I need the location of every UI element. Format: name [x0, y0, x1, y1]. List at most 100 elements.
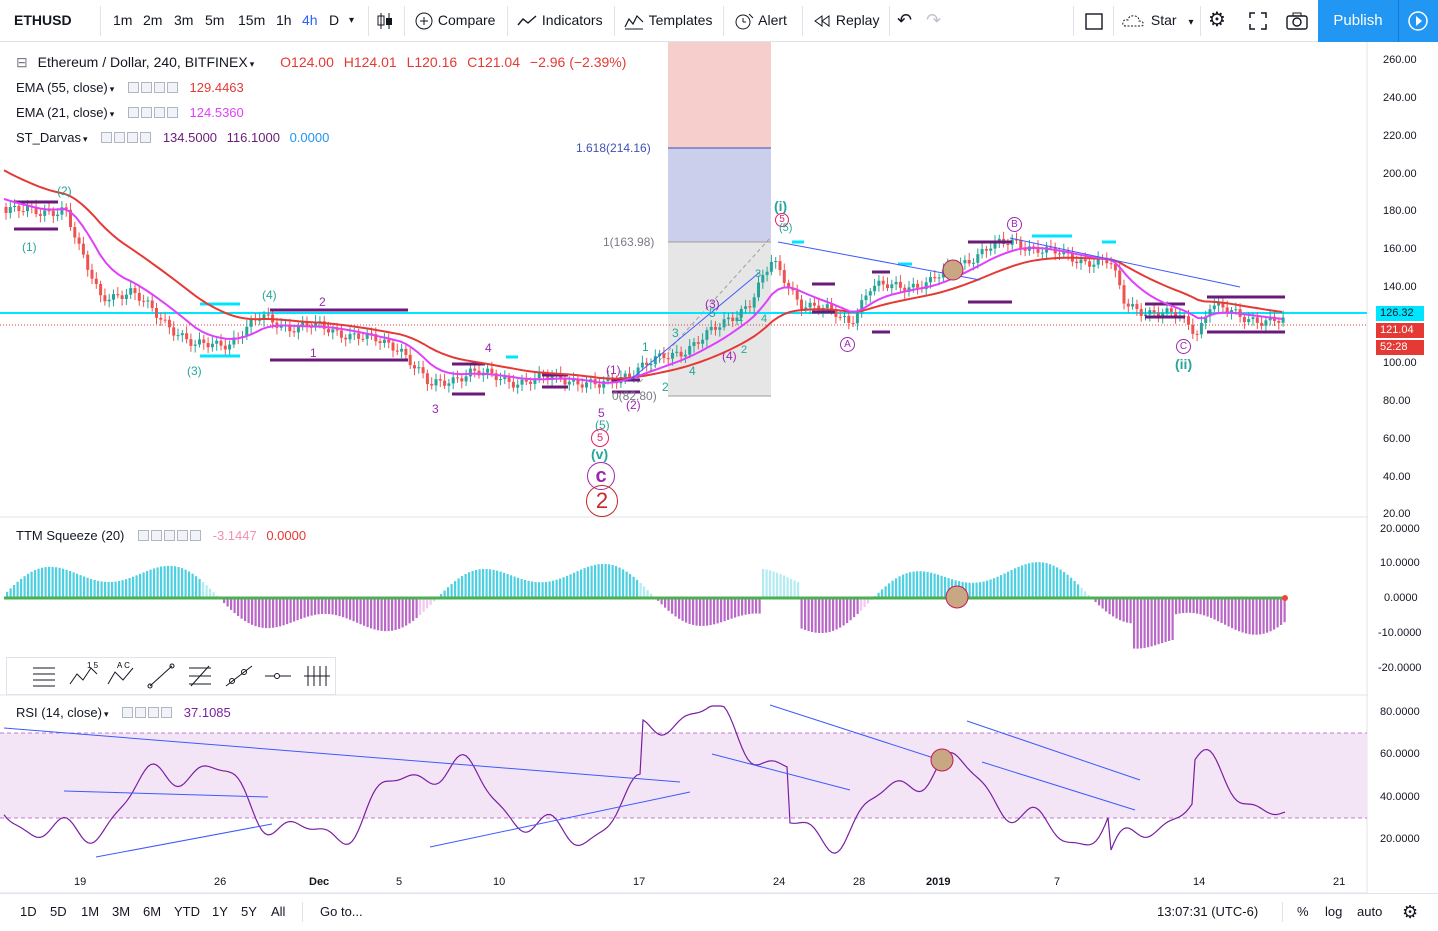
elliott-correction-tool[interactable]: A C [103, 658, 141, 694]
highlight-marker[interactable] [942, 259, 964, 281]
plus-icon[interactable] [148, 707, 160, 718]
settings-button[interactable]: ⚙ [1208, 0, 1226, 41]
legend-controls[interactable] [127, 105, 180, 120]
log-toggle[interactable]: log [1325, 904, 1343, 919]
wave-label[interactable]: 1 [310, 346, 317, 360]
series-title[interactable]: Ethereum / Dollar, 240, BITFINEX [37, 54, 248, 70]
wave-label-circled[interactable]: C [1176, 339, 1191, 354]
chevron-down-icon[interactable]: ▾ [109, 84, 115, 94]
rsi-trend-line[interactable] [769, 704, 941, 761]
chevron-down-icon[interactable]: ▾ [83, 134, 88, 144]
clock-display[interactable]: 13:07:31 (UTC-6) [1157, 904, 1259, 919]
gear-icon[interactable] [114, 132, 126, 143]
gear-icon[interactable] [135, 707, 147, 718]
alert-button[interactable]: Alert [733, 0, 787, 41]
vertical-lines-tool[interactable] [298, 658, 336, 694]
plus-icon[interactable] [177, 530, 188, 541]
interval-5m[interactable]: 5m [205, 12, 225, 28]
trend-line-tool[interactable] [142, 658, 180, 694]
rsi-trend-line[interactable] [3, 727, 681, 783]
darvas-label[interactable]: ST_Darvas [16, 130, 82, 145]
wave-label[interactable]: 4 [689, 364, 696, 378]
trend-line[interactable] [1009, 237, 1241, 288]
star-button[interactable]: Star ▾ [1121, 0, 1194, 41]
wave-label[interactable]: 2 [319, 295, 326, 309]
wave-label[interactable]: 5 [709, 306, 716, 320]
wave-label[interactable]: (5) [779, 222, 793, 234]
auto-toggle[interactable]: auto [1357, 904, 1383, 919]
eye-icon[interactable] [127, 82, 139, 93]
range-5y[interactable]: 5Y [241, 904, 257, 919]
ray-tool[interactable] [220, 658, 258, 694]
ema21-line[interactable] [3, 198, 1283, 384]
close-icon[interactable] [166, 82, 178, 93]
wave-label-circled[interactable]: 2 [586, 485, 618, 517]
rsi-trend-line[interactable] [95, 823, 273, 858]
fib-retrace-zone[interactable] [668, 242, 771, 396]
legend-controls[interactable] [122, 705, 174, 720]
fullscreen-button[interactable] [1248, 0, 1268, 41]
wave-label[interactable]: 4 [761, 313, 768, 325]
interval-15m[interactable]: 15m [238, 12, 266, 28]
chart-canvas[interactable] [0, 42, 1438, 893]
interval-d[interactable]: D [329, 12, 340, 28]
highlight-marker[interactable] [945, 585, 969, 609]
chart-style-button[interactable] [376, 0, 394, 41]
wave-label[interactable]: 4 [485, 341, 492, 355]
wave-label[interactable]: 5 [598, 406, 605, 420]
ttm-label[interactable]: TTM Squeeze (20) [16, 528, 125, 543]
rsi-label[interactable]: RSI (14, close) [16, 705, 102, 720]
interval-4h[interactable]: 4h [302, 12, 318, 28]
trend-line[interactable] [629, 271, 761, 381]
range-all[interactable]: All [271, 904, 286, 919]
gear-icon[interactable] [140, 107, 152, 118]
ema55-label[interactable]: EMA (55, close) [16, 80, 108, 95]
wave-label[interactable]: 1 [642, 340, 649, 354]
wave-label-circled[interactable]: 5 [591, 429, 609, 447]
publish-button[interactable]: Publish [1318, 0, 1398, 42]
wave-label[interactable]: 3 [672, 326, 679, 340]
main-pane[interactable] [0, 42, 1367, 397]
eye-icon[interactable] [122, 707, 134, 718]
plus-icon[interactable] [153, 82, 165, 93]
price-axis[interactable] [1368, 42, 1438, 893]
wave-label[interactable]: 3 [755, 268, 762, 280]
range-1m[interactable]: 1M [81, 904, 100, 919]
range-1y[interactable]: 1Y [212, 904, 228, 919]
rsi-line[interactable] [3, 705, 1286, 854]
wave-label-circled[interactable]: B [1007, 217, 1022, 232]
interval-2m[interactable]: 2m [143, 12, 163, 28]
gear-icon[interactable] [151, 530, 162, 541]
eye-icon[interactable] [127, 107, 139, 118]
close-icon[interactable] [190, 530, 201, 541]
plus-icon[interactable] [153, 107, 165, 118]
chevron-down-icon[interactable]: ▾ [109, 109, 115, 119]
wave-label[interactable]: 1 [737, 312, 744, 324]
gear-icon[interactable] [140, 82, 152, 93]
rsi-trend-line[interactable] [981, 761, 1136, 811]
close-icon[interactable] [161, 707, 173, 718]
range-3m[interactable]: 3M [112, 904, 131, 919]
legend-controls[interactable] [138, 528, 203, 543]
wave-label[interactable]: (3) [705, 297, 720, 311]
legend-controls[interactable] [101, 130, 153, 145]
chevron-down-icon[interactable]: ▾ [103, 709, 109, 719]
interval-1h[interactable]: 1h [276, 12, 292, 28]
wave-label[interactable]: (3) [187, 364, 202, 378]
rsi-pane[interactable] [3, 704, 1286, 858]
fib-trend-line[interactable] [639, 236, 772, 383]
ema21-label[interactable]: EMA (21, close) [16, 105, 108, 120]
wave-label[interactable]: (2) [57, 184, 72, 198]
replay-button[interactable]: Replay [812, 0, 879, 41]
wave-label[interactable]: (5) [595, 418, 610, 432]
rsi-trend-line[interactable] [429, 791, 691, 848]
horizontal-lines-tool[interactable] [25, 658, 63, 694]
highlight-marker[interactable] [930, 748, 954, 772]
position-stop-zone[interactable] [668, 42, 771, 148]
interval-dropdown-icon[interactable]: ▾ [349, 15, 355, 26]
rsi-trend-line[interactable] [63, 790, 269, 798]
chevron-down-icon[interactable]: ▾ [249, 59, 255, 69]
close-icon[interactable] [166, 107, 178, 118]
snapshot-button[interactable] [1285, 0, 1309, 41]
wave-label[interactable]: 2 [741, 344, 748, 356]
